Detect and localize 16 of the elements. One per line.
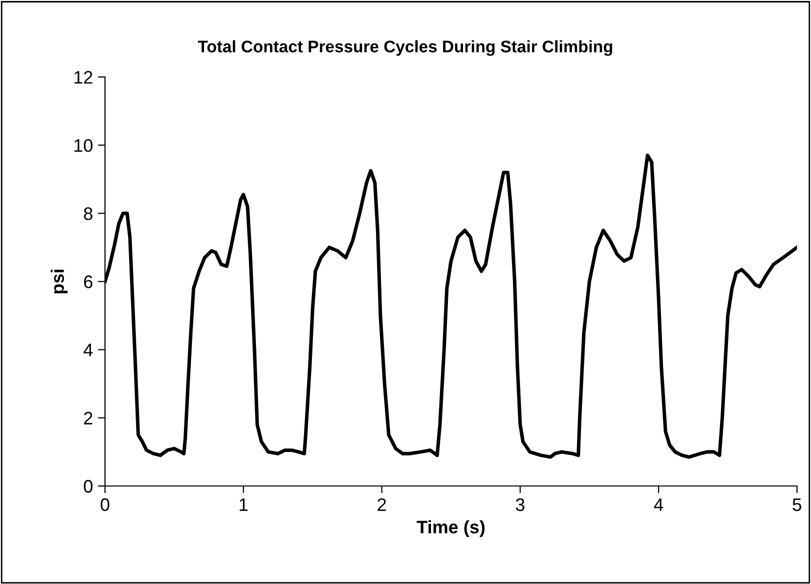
- x-tick-label: 5: [792, 498, 802, 512]
- x-tick-label: 0: [100, 498, 110, 512]
- y-axis-title: psi: [50, 270, 68, 294]
- y-tick-label: 2: [84, 412, 92, 424]
- y-tick-label: 6: [84, 275, 92, 288]
- x-tick-label: 2: [378, 498, 386, 511]
- chart-title: Total Contact Pressure Cycles During Stair Climbing: [198, 40, 612, 56]
- y-tick-label: 10: [74, 139, 92, 152]
- y-tick-label: 0: [84, 480, 92, 493]
- x-tick-label: 4: [654, 498, 664, 511]
- y-tick-label: 12: [74, 70, 92, 84]
- x-axis-title: Time (s): [416, 520, 485, 538]
- y-tick-label: 8: [84, 207, 92, 220]
- x-tick-label: 3: [516, 498, 524, 512]
- x-tick-label: 1: [240, 498, 248, 511]
- y-tick-label: 4: [84, 344, 93, 356]
